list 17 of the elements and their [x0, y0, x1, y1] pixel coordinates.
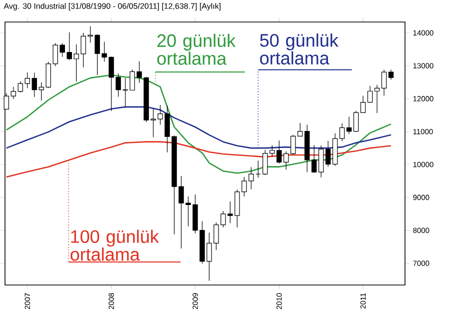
- text: 50 günlük ortalama: [260, 34, 338, 65]
- candlestick: [339, 123, 345, 142]
- candlestick: [360, 95, 366, 114]
- candlestick: [311, 144, 317, 174]
- candlestick: [381, 69, 387, 96]
- candlestick: [256, 160, 261, 178]
- candlestick: [318, 145, 324, 178]
- candlestick: [353, 110, 359, 132]
- candlestick: [346, 116, 352, 134]
- candlestick: [374, 84, 380, 114]
- candlestick: [10, 86, 16, 100]
- candlestick: [388, 69, 394, 80]
- text: 100 günlük ortalama: [70, 230, 159, 261]
- candlestick: [325, 140, 331, 168]
- candlestick: [367, 86, 373, 103]
- chart-title: Avg. 30 Industrial [31/08/1990 - 06/05/2011] [12,638.7] [Aylık]: [4, 3, 220, 10]
- series-label: 20 günlük ortalama: [157, 34, 236, 65]
